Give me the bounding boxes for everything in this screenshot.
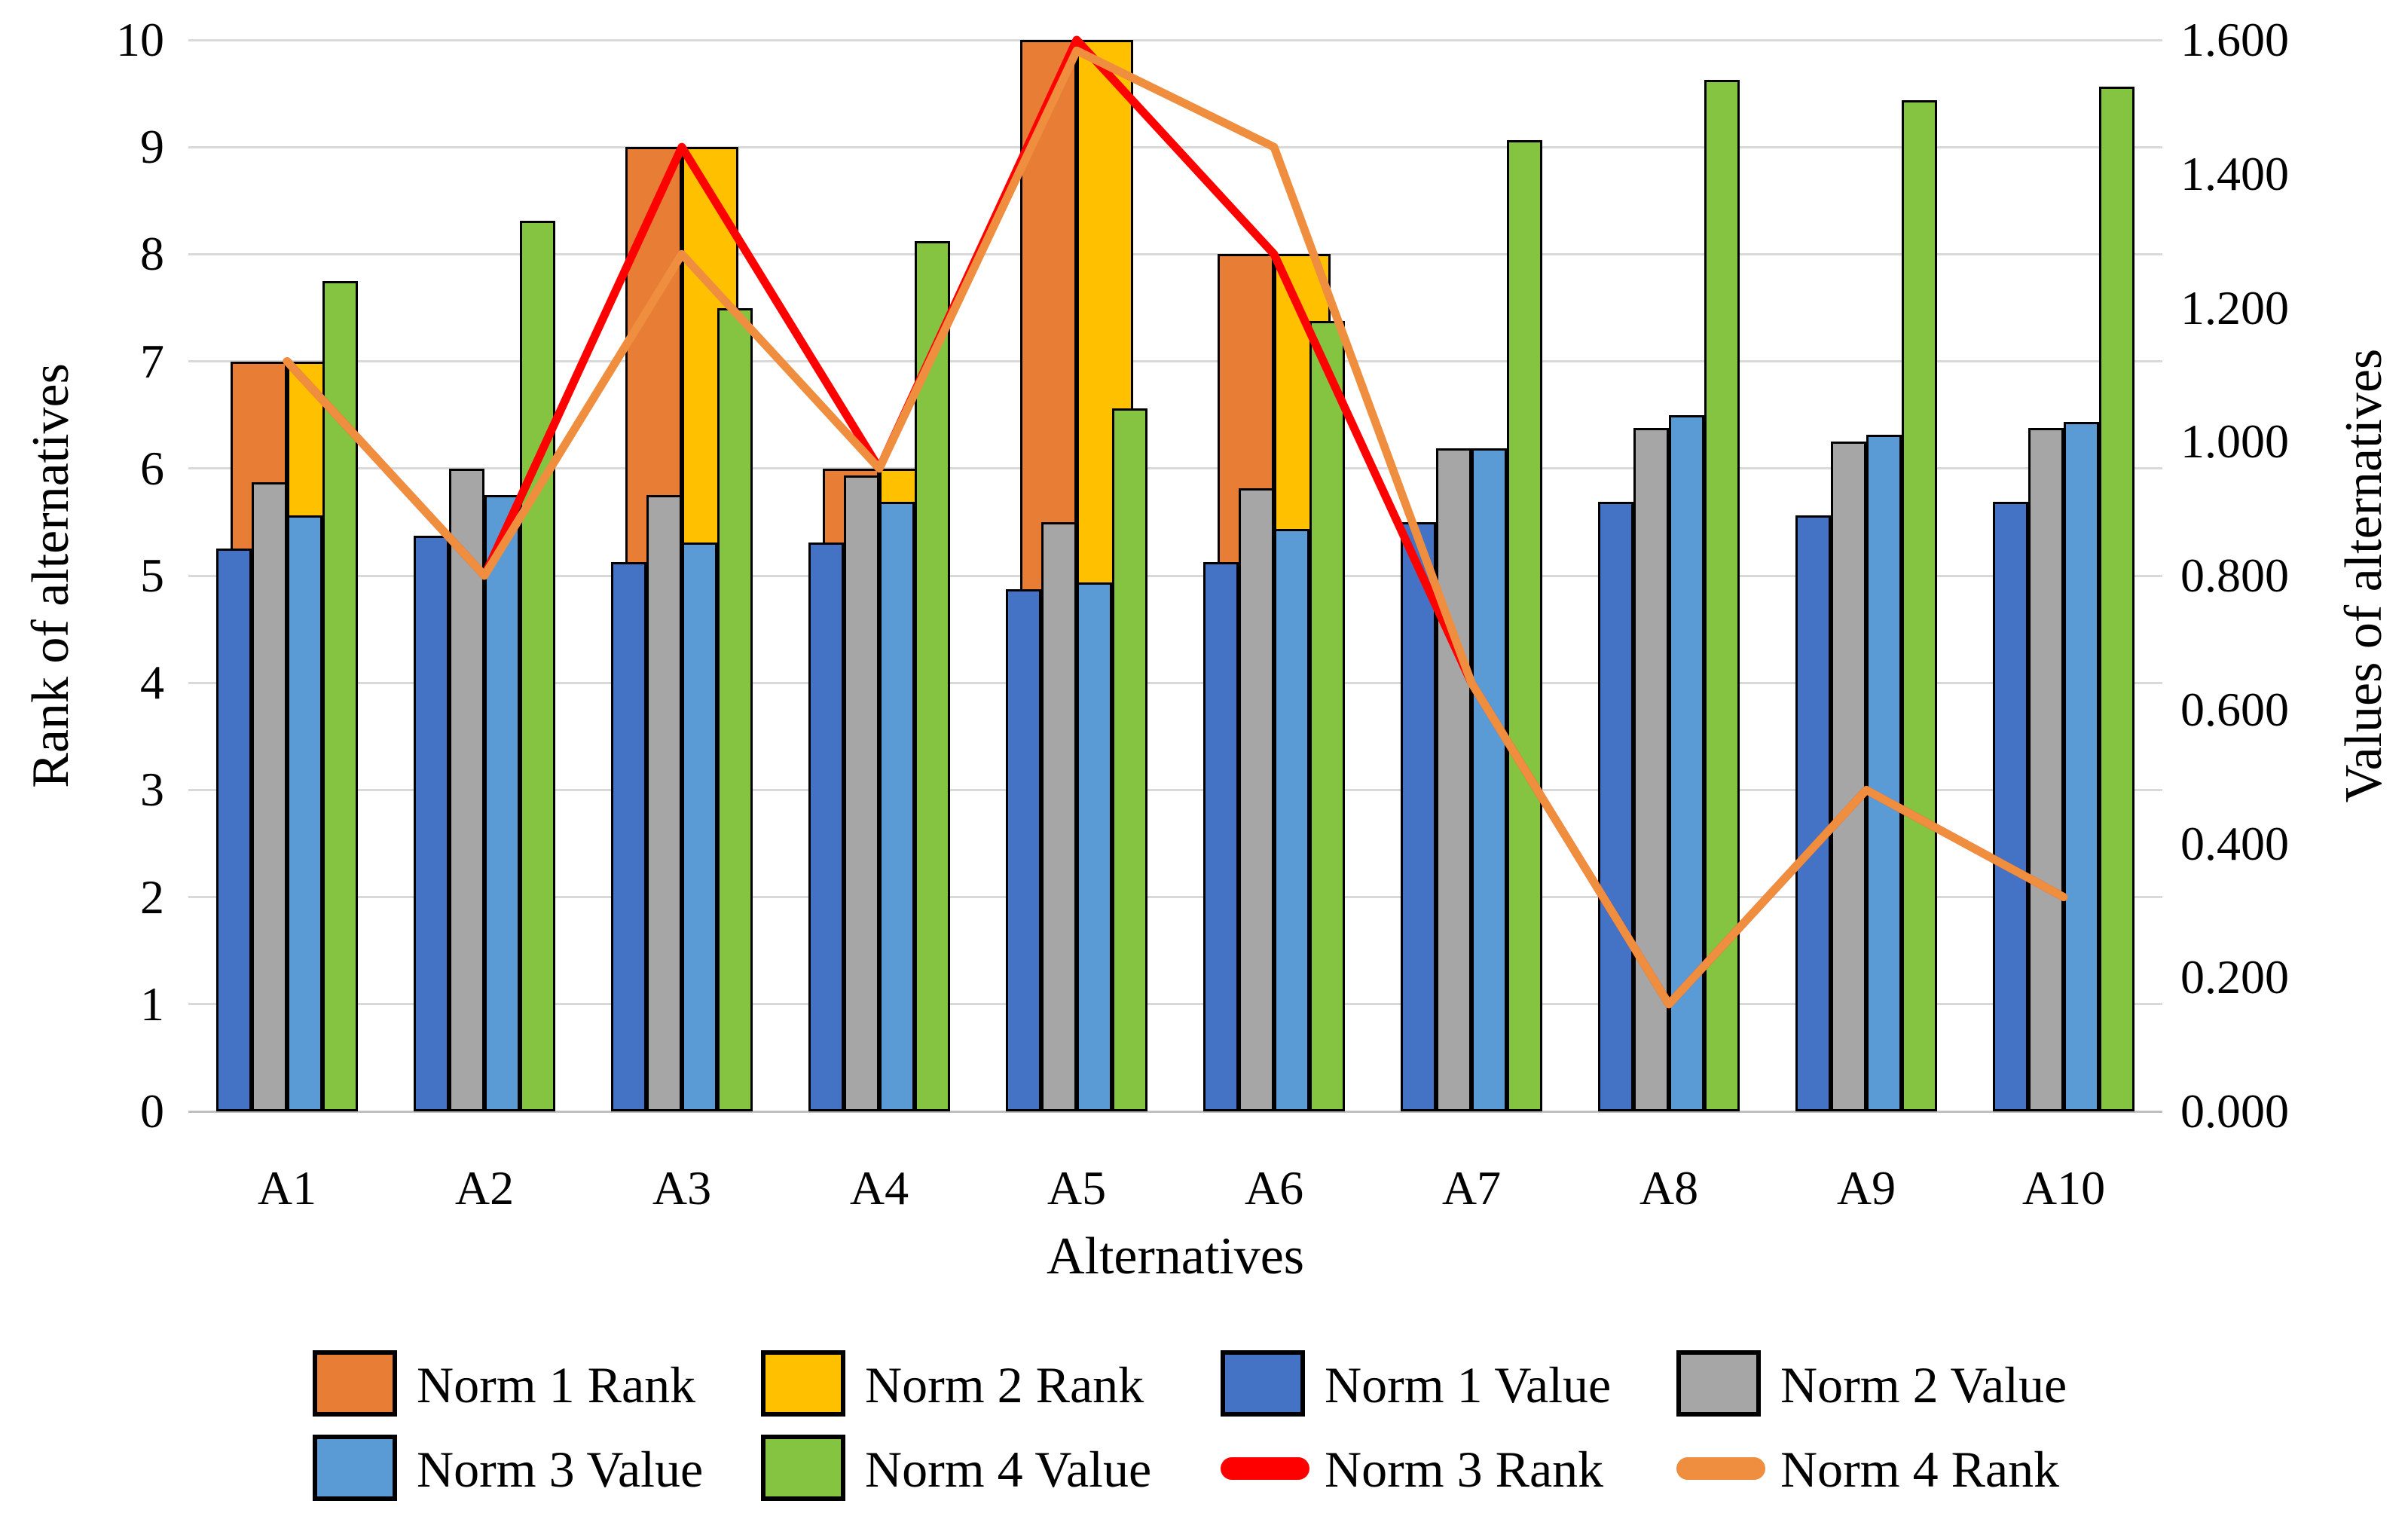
bar-norm-4-value-a4 — [915, 240, 950, 1111]
x-axis-label-a7: A7 — [1441, 1161, 1502, 1215]
bar-norm-2-value-a6 — [1239, 488, 1274, 1111]
bar-norm-4-value-a5 — [1112, 408, 1147, 1111]
bar-norm-2-value-a7 — [1436, 448, 1471, 1111]
bar-norm-1-value-a1 — [216, 549, 252, 1111]
gridline — [188, 467, 2162, 470]
bar-norm-2-value-a2 — [449, 468, 484, 1111]
gridline — [188, 1003, 2162, 1006]
rank-lines-layer — [283, 35, 2068, 1009]
bar-norm-4-value-a9 — [1902, 100, 1937, 1111]
gridline — [188, 681, 2162, 684]
legend-label: Norm 4 Rank — [1780, 1441, 2060, 1498]
legend-label: Norm 3 Value — [417, 1441, 704, 1498]
x-axis-label-a4: A4 — [849, 1161, 909, 1215]
x-axis-label-a5: A5 — [1047, 1161, 1107, 1215]
gridline — [188, 788, 2162, 791]
bar-norm-3-value-a4 — [879, 502, 915, 1111]
left-axis-tick: 4 — [140, 656, 164, 710]
bar-norm-3-value-a7 — [1471, 448, 1507, 1111]
legend-label: Norm 2 Value — [1780, 1356, 2067, 1414]
x-axis-label-a2: A2 — [454, 1161, 515, 1215]
x-axis-title: Alternatives — [1046, 1227, 1305, 1285]
legend-box-icon — [761, 1435, 845, 1501]
gridline — [188, 1110, 2162, 1113]
bar-norm-3-value-a6 — [1274, 528, 1309, 1111]
legend-line-icon — [1676, 1457, 1765, 1480]
bar-norm-2-value-a1 — [252, 481, 287, 1111]
bar-norm-3-value-a1 — [287, 515, 322, 1111]
bar-norm-3-value-a5 — [1077, 582, 1112, 1111]
left-axis-tick: 9 — [140, 120, 164, 174]
left-axis-tick: 2 — [140, 870, 164, 924]
left-axis-tick: 10 — [116, 13, 164, 66]
gridline — [188, 252, 2162, 255]
bar-norm-1-value-a2 — [414, 535, 449, 1111]
bar-norm-2-value-a10 — [2028, 428, 2064, 1111]
bar-norm-1-value-a6 — [1203, 562, 1239, 1111]
legend-box-icon — [313, 1435, 397, 1501]
bar-norm-1-value-a7 — [1401, 521, 1436, 1111]
bar-norm-2-value-a9 — [1831, 442, 1866, 1111]
x-axis-label-a1: A1 — [257, 1161, 317, 1215]
bar-norm-3-value-a10 — [2064, 421, 2099, 1111]
legend-line-icon — [1221, 1457, 1309, 1480]
legend-box-icon — [1676, 1350, 1761, 1417]
left-axis-tick: 8 — [140, 227, 164, 281]
right-axis-tick: 0.200 — [2180, 950, 2289, 1004]
bar-norm-1-value-a5 — [1006, 588, 1041, 1111]
x-axis-label-a9: A9 — [1836, 1161, 1896, 1215]
left-axis-tick: 6 — [140, 441, 164, 495]
right-axis-tick: 0.800 — [2180, 549, 2289, 602]
bar-norm-3-value-a2 — [484, 495, 520, 1111]
right-axis-tick: 0.000 — [2180, 1084, 2289, 1138]
legend-box-icon — [1221, 1350, 1305, 1417]
right-axis-tick: 0.400 — [2180, 816, 2289, 870]
legend-label: Norm 3 Rank — [1325, 1441, 1604, 1498]
line-norm-4-rank — [283, 46, 2068, 1009]
x-axis-label-a8: A8 — [1639, 1161, 1699, 1215]
gridline — [188, 896, 2162, 899]
bar-norm-4-value-a10 — [2099, 87, 2135, 1111]
legend-box-icon — [761, 1350, 845, 1417]
right-axis-tick: 1.200 — [2180, 280, 2289, 335]
bar-norm-1-value-a9 — [1795, 515, 1831, 1111]
legend-label: Norm 2 Rank — [865, 1356, 1144, 1414]
bar-norm-2-value-a5 — [1041, 521, 1077, 1111]
left-axis-tick: 7 — [140, 334, 164, 388]
left-axis-tick: 5 — [140, 549, 164, 602]
gridline — [188, 360, 2162, 363]
bar-norm-1-value-a3 — [611, 562, 646, 1111]
x-axis-label-a6: A6 — [1244, 1161, 1304, 1215]
right-axis-tick: 0.600 — [2180, 682, 2289, 736]
right-axis-tick: 1.000 — [2180, 414, 2289, 469]
bar-norm-4-value-a6 — [1309, 321, 1345, 1111]
bar-norm-3-value-a3 — [682, 542, 717, 1111]
right-axis-tick: 1.400 — [2180, 146, 2289, 200]
bar-norm-2-value-a8 — [1633, 428, 1669, 1111]
gridline — [188, 38, 2162, 41]
left-axis-tick: 1 — [140, 977, 164, 1031]
bar-norm-2-value-a3 — [646, 495, 682, 1111]
x-axis-label-a3: A3 — [652, 1161, 712, 1215]
legend-label: Norm 1 Value — [1325, 1356, 1612, 1414]
right-axis-title: Values of alternatives — [2335, 348, 2393, 803]
bar-norm-4-value-a2 — [520, 220, 555, 1111]
bar-norm-1-value-a10 — [1993, 502, 2028, 1111]
bar-norm-4-value-a7 — [1507, 140, 1542, 1111]
bar-norm-3-value-a9 — [1866, 435, 1902, 1111]
legend-label: Norm 1 Rank — [417, 1356, 696, 1414]
legend-label: Norm 4 Value — [865, 1441, 1152, 1498]
right-axis-tick: 1.600 — [2180, 13, 2289, 66]
x-axis-label-a10: A10 — [2021, 1161, 2106, 1215]
bar-norm-2-value-a4 — [844, 475, 879, 1111]
left-axis-tick: 0 — [140, 1084, 164, 1138]
legend-box-icon — [313, 1350, 397, 1417]
gridline — [188, 574, 2162, 577]
bar-norm-1-value-a4 — [808, 542, 844, 1111]
plot-area — [188, 35, 2162, 1113]
bar-norm-1-value-a8 — [1598, 502, 1633, 1111]
left-axis-tick: 3 — [140, 763, 164, 817]
bar-norm-4-value-a3 — [717, 307, 753, 1111]
